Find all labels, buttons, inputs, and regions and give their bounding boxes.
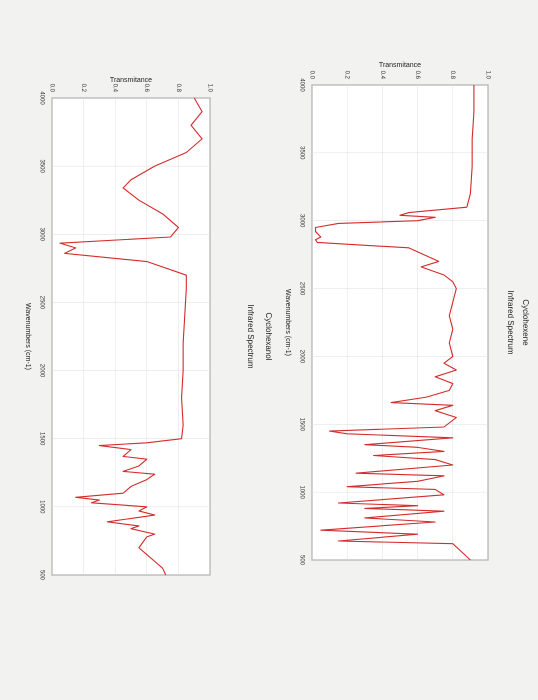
- x-tick-label: 2000: [38, 364, 44, 378]
- y-tick-label: 0.4: [112, 84, 118, 93]
- spectrum-line: [314, 85, 475, 561]
- y-tick-label: 1.0: [484, 71, 490, 80]
- chart-subtitle: Infrared Spectrum: [506, 290, 515, 354]
- y-tick-label: 0.6: [143, 84, 149, 93]
- x-axis-title: Wavenumbers (cm-1): [284, 289, 291, 356]
- x-tick-label: 4000: [298, 78, 304, 92]
- chart-subtitle: Infrared Spectrum: [246, 304, 255, 368]
- y-tick-label: 0.4: [379, 71, 385, 80]
- chart-title: Cyclohexanol: [264, 312, 273, 360]
- x-tick-label: 4000: [38, 91, 44, 105]
- chart: Cyclohexanol Infrared Spectrum 0.0 0.2 0.4 0.…: [24, 77, 273, 581]
- x-tick-label: 500: [38, 570, 44, 581]
- x-tick-label: 1500: [38, 432, 44, 446]
- y-axis-title: Transmitance: [379, 62, 421, 69]
- y-tick-label: 0.8: [449, 71, 455, 80]
- x-tick-label: 2500: [38, 296, 44, 310]
- y-tick-label: 0.2: [344, 71, 350, 80]
- x-tick-label: 3000: [298, 214, 304, 228]
- y-axis-title: Transmitance: [110, 77, 152, 84]
- x-tick-label: 3500: [298, 146, 304, 160]
- y-tick-label: 0.0: [308, 71, 314, 80]
- x-tick-label: 1000: [38, 500, 44, 514]
- y-tick-label: 1.0: [206, 84, 212, 93]
- y-tick-label: 0.2: [80, 84, 86, 93]
- x-tick-label: 500: [298, 555, 304, 566]
- plot-area: [51, 97, 211, 576]
- y-tick-label: 0.8: [175, 84, 181, 93]
- x-tick-label: 2000: [298, 350, 304, 364]
- x-tick-label: 3000: [38, 228, 44, 242]
- x-tick-label: 3500: [38, 159, 44, 173]
- x-axis-title: Wavenumbers (cm-1): [24, 303, 31, 370]
- spectrum-line: [59, 97, 203, 576]
- x-tick-label: 1500: [298, 418, 304, 432]
- x-tick-label: 1000: [298, 485, 304, 499]
- y-tick-label: 0.6: [414, 71, 420, 80]
- chart: Cyclohexene Infrared Spectrum 0.0 0.2 0.4 0.6…: [284, 62, 530, 566]
- chart-title: Cyclohexene: [521, 299, 530, 346]
- x-tick-label: 2500: [298, 282, 304, 296]
- y-tick-label: 0.0: [48, 84, 54, 93]
